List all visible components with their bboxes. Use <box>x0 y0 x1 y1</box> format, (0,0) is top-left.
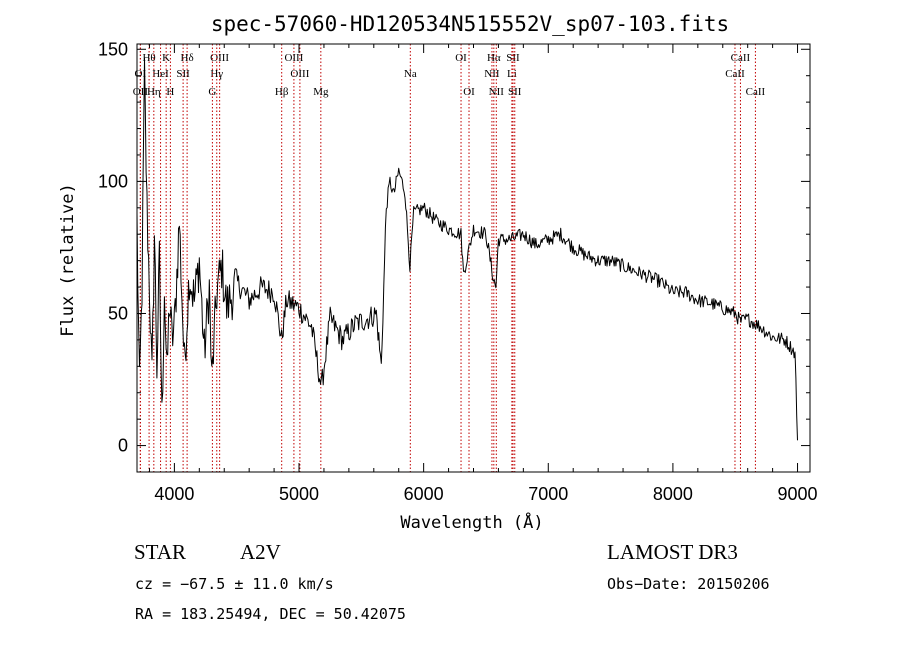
coordinates: RA = 183.25494, DEC = 50.42075 <box>135 605 406 623</box>
x-tick-label: 9000 <box>778 484 818 504</box>
y-axis-label: Flux (relative) <box>58 183 78 337</box>
object-subclass: A2V <box>240 540 281 564</box>
x-tick-label: 7000 <box>528 484 568 504</box>
spectral-line-label: SII <box>508 86 522 98</box>
y-tick-label: 0 <box>118 436 128 456</box>
spectral-line-label: G <box>208 86 216 98</box>
spectral-line-label: HeI <box>152 68 169 80</box>
object-type: STAR <box>134 540 186 564</box>
spectral-line-label: Hθ <box>142 52 155 64</box>
spectral-line-label: OIII <box>284 52 303 64</box>
spectral-line-label: Hγ <box>210 68 223 80</box>
spectral-line-label: OI <box>463 86 475 98</box>
spectral-line-label: K <box>162 52 170 64</box>
spectral-line-label: OIII <box>210 52 229 64</box>
spectral-line-label: H <box>166 86 174 98</box>
chart-title: spec-57060-HD120534N515552V_sp07-103.fit… <box>211 12 729 36</box>
y-axis: 0 50 100 150 <box>98 39 810 473</box>
spectral-line-label: Hη <box>147 86 161 98</box>
spectral-lines: Hθ K Hδ OIII OIII OI Hα SII CaII OI HeI SII Hγ OIII Na… <box>133 44 766 472</box>
spectral-line-label: CaII <box>746 86 766 98</box>
x-tick-label: 5000 <box>279 484 319 504</box>
spectral-line-label: Hα <box>487 52 501 64</box>
spectral-line-label: Li <box>507 68 517 80</box>
spectral-line-label: SII <box>176 68 190 80</box>
plot-frame <box>136 43 811 473</box>
y-tick-label: 150 <box>98 39 128 59</box>
redshift-value: cz = −67.5 ± 11.0 km/s <box>135 575 334 593</box>
spectral-line-label: NII <box>484 68 500 80</box>
x-tick-label: 4000 <box>154 484 194 504</box>
spectral-line-label: CaII <box>731 52 751 64</box>
x-axis: 4000 5000 6000 7000 8000 9000 <box>148 44 818 504</box>
spectral-line-label: NII <box>489 86 505 98</box>
spectral-line-label: Hδ <box>181 52 194 64</box>
x-axis-label: Wavelength (Å) <box>400 511 543 533</box>
x-tick-label: 6000 <box>404 484 444 504</box>
y-tick-label: 100 <box>98 171 128 191</box>
spectral-line-label: OIII <box>290 68 309 80</box>
spectral-line-label: CaII <box>725 68 745 80</box>
spectral-line-label: Hβ <box>275 86 289 98</box>
obs-date: Obs−Date: 20150206 <box>607 575 770 593</box>
spectrum-series <box>136 57 798 441</box>
survey-name: LAMOST DR3 <box>607 540 738 564</box>
spectral-line-label: SII <box>506 52 520 64</box>
x-tick-label: 8000 <box>653 484 693 504</box>
spectral-line-label: Na <box>404 68 417 80</box>
y-tick-label: 50 <box>108 303 128 323</box>
spectral-line-label: OI <box>135 68 147 80</box>
spectrum-line <box>136 57 798 441</box>
spectral-line-label: OI <box>455 52 467 64</box>
spectral-line-label: Mg <box>313 86 329 98</box>
